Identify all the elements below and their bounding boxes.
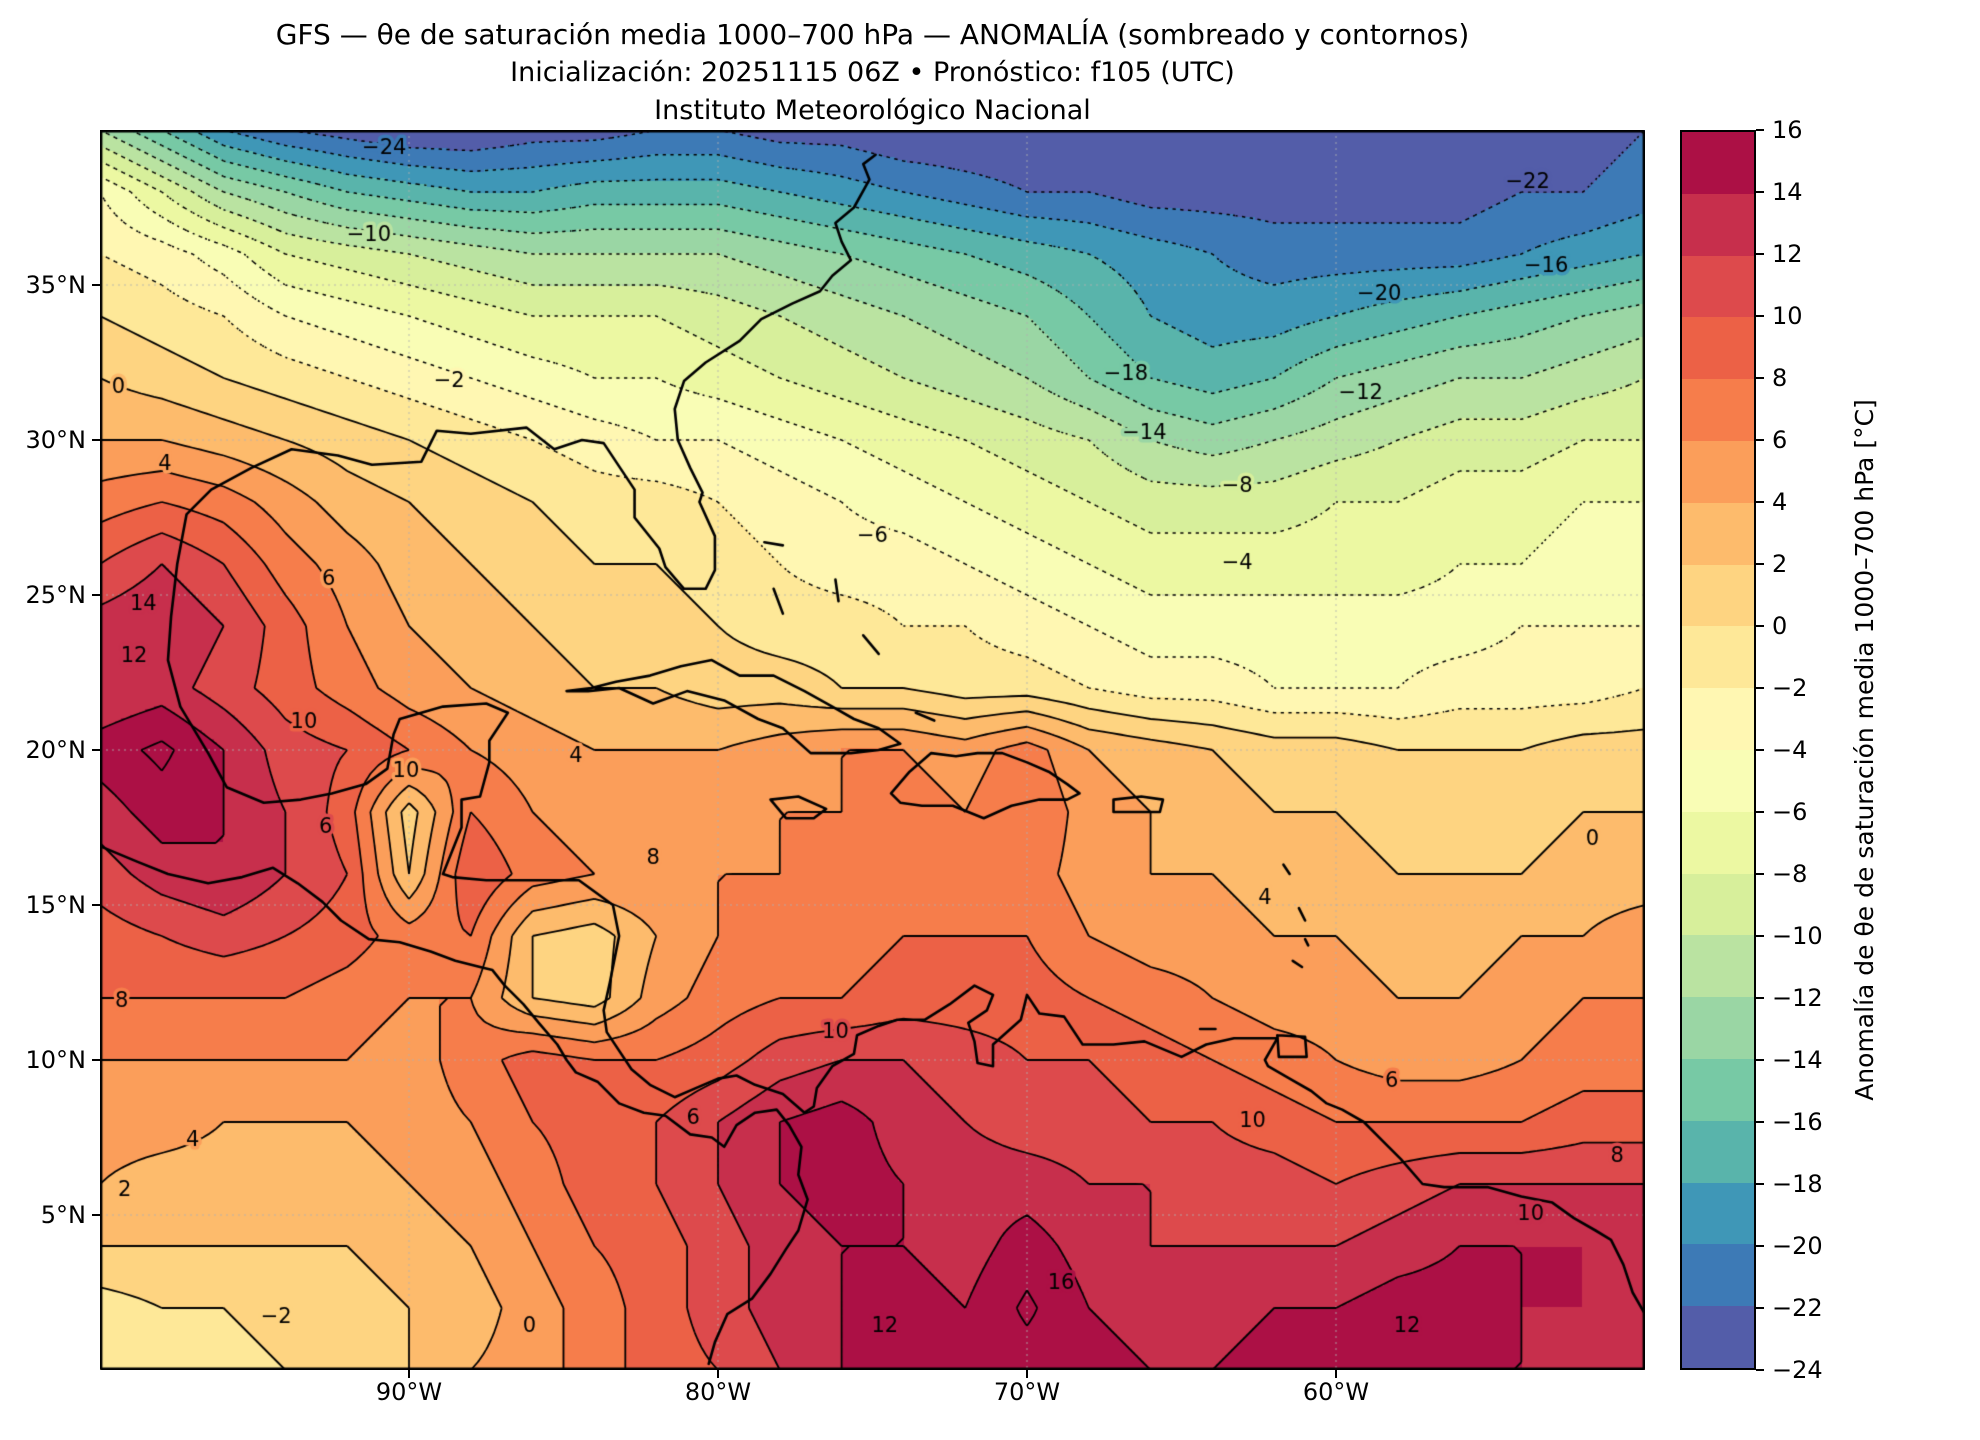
- y-tick-label: 10°N: [25, 1046, 87, 1074]
- colorbar-tick-label: −12: [1772, 984, 1823, 1012]
- colorbar-tick-mark: [1756, 1059, 1764, 1061]
- colorbar-segment: [1682, 132, 1754, 194]
- y-tick-label: 30°N: [25, 426, 87, 454]
- colorbar-tick-label: 16: [1772, 116, 1803, 144]
- x-tick-label: 70°W: [993, 1378, 1061, 1406]
- colorbar-segment: [1682, 193, 1754, 256]
- colorbar-tick-mark: [1756, 315, 1764, 317]
- colorbar-tick-mark: [1756, 1245, 1764, 1247]
- x-tick-mark: [717, 1370, 719, 1378]
- y-tick-mark: [92, 284, 100, 286]
- colorbar-tick-mark: [1756, 997, 1764, 999]
- colorbar-segment: [1682, 811, 1754, 874]
- colorbar-tick-label: 6: [1772, 426, 1788, 454]
- y-tick-label: 35°N: [25, 271, 87, 299]
- colorbar-tick-label: 0: [1772, 612, 1788, 640]
- colorbar-segment: [1682, 1058, 1754, 1121]
- colorbar-segment: [1682, 1120, 1754, 1183]
- y-tick-mark: [92, 1214, 100, 1216]
- colorbar-tick-label: 8: [1772, 364, 1788, 392]
- colorbar-segment: [1682, 564, 1754, 627]
- colorbar-tick-label: −6: [1772, 798, 1808, 826]
- colorbar-segment: [1682, 1244, 1754, 1307]
- colorbar-tick-mark: [1756, 749, 1764, 751]
- y-tick-label: 20°N: [25, 736, 87, 764]
- colorbar-segment: [1682, 873, 1754, 936]
- colorbar-tick-mark: [1756, 811, 1764, 813]
- x-tick-label: 90°W: [375, 1378, 443, 1406]
- anomaly-map-canvas: [100, 130, 1645, 1370]
- colorbar-segment: [1682, 997, 1754, 1059]
- colorbar-tick-label: −18: [1772, 1170, 1823, 1198]
- x-tick-mark: [408, 1370, 410, 1378]
- colorbar-segment: [1682, 502, 1754, 565]
- colorbar-tick-label: −24: [1772, 1356, 1823, 1384]
- colorbar-segment: [1682, 255, 1754, 318]
- colorbar-tick-label: −10: [1772, 922, 1823, 950]
- y-tick-label: 15°N: [25, 891, 87, 919]
- colorbar-tick-label: 14: [1772, 178, 1803, 206]
- colorbar-tick-label: −2: [1772, 674, 1808, 702]
- y-tick-label: 25°N: [25, 581, 87, 609]
- colorbar-tick-mark: [1756, 1369, 1764, 1371]
- chart-title: GFS — θe de saturación media 1000–700 hP…: [275, 18, 1470, 51]
- colorbar-tick-mark: [1756, 377, 1764, 379]
- colorbar-tick-label: −22: [1772, 1294, 1823, 1322]
- colorbar-tick-mark: [1756, 1121, 1764, 1123]
- colorbar-segment: [1682, 379, 1754, 441]
- colorbar-tick-label: 2: [1772, 550, 1788, 578]
- colorbar-tick-label: −14: [1772, 1046, 1823, 1074]
- colorbar-tick-label: −16: [1772, 1108, 1823, 1136]
- colorbar-tick-mark: [1756, 501, 1764, 503]
- x-tick-mark: [1026, 1370, 1028, 1378]
- x-tick-label: 80°W: [684, 1378, 752, 1406]
- colorbar-tick-label: −20: [1772, 1232, 1823, 1260]
- y-tick-mark: [92, 904, 100, 906]
- colorbar-tick-mark: [1756, 873, 1764, 875]
- title-block: GFS — θe de saturación media 1000–700 hP…: [100, 16, 1645, 130]
- colorbar-tick-mark: [1756, 129, 1764, 131]
- y-tick-mark: [92, 749, 100, 751]
- y-tick-mark: [92, 1059, 100, 1061]
- colorbar-label: Anomalía de θe de saturación media 1000–…: [1850, 399, 1879, 1101]
- colorbar-segment: [1682, 749, 1754, 812]
- x-tick-label: 60°W: [1302, 1378, 1370, 1406]
- colorbar-tick-mark: [1756, 935, 1764, 937]
- colorbar-segment: [1682, 626, 1754, 689]
- colorbar-tick-label: 4: [1772, 488, 1788, 516]
- colorbar-tick-label: −4: [1772, 736, 1808, 764]
- colorbar-tick-mark: [1756, 687, 1764, 689]
- chart-subtitle: Inicialización: 20251115 06Z • Pronóstic…: [510, 57, 1235, 88]
- colorbar-tick-mark: [1756, 439, 1764, 441]
- colorbar-segment: [1682, 935, 1754, 998]
- colorbar-segment: [1682, 1182, 1754, 1245]
- colorbar-tick-mark: [1756, 1307, 1764, 1309]
- colorbar-segment: [1682, 440, 1754, 503]
- colorbar-segment: [1682, 1306, 1754, 1368]
- colorbar-segment: [1682, 688, 1754, 750]
- y-tick-mark: [92, 439, 100, 441]
- colorbar-segment: [1682, 317, 1754, 380]
- x-tick-mark: [1335, 1370, 1337, 1378]
- colorbar-tick-label: 10: [1772, 302, 1803, 330]
- colorbar-tick-label: 12: [1772, 240, 1803, 268]
- colorbar-tick-mark: [1756, 253, 1764, 255]
- chart-institution: Instituto Meteorológico Nacional: [654, 95, 1091, 126]
- colorbar-tick-mark: [1756, 1183, 1764, 1185]
- colorbar-tick-mark: [1756, 563, 1764, 565]
- colorbar-tick-mark: [1756, 625, 1764, 627]
- colorbar-tick-label: −8: [1772, 860, 1808, 888]
- colorbar: [1680, 130, 1756, 1370]
- y-tick-label: 5°N: [40, 1201, 86, 1229]
- colorbar-tick-mark: [1756, 191, 1764, 193]
- y-tick-mark: [92, 594, 100, 596]
